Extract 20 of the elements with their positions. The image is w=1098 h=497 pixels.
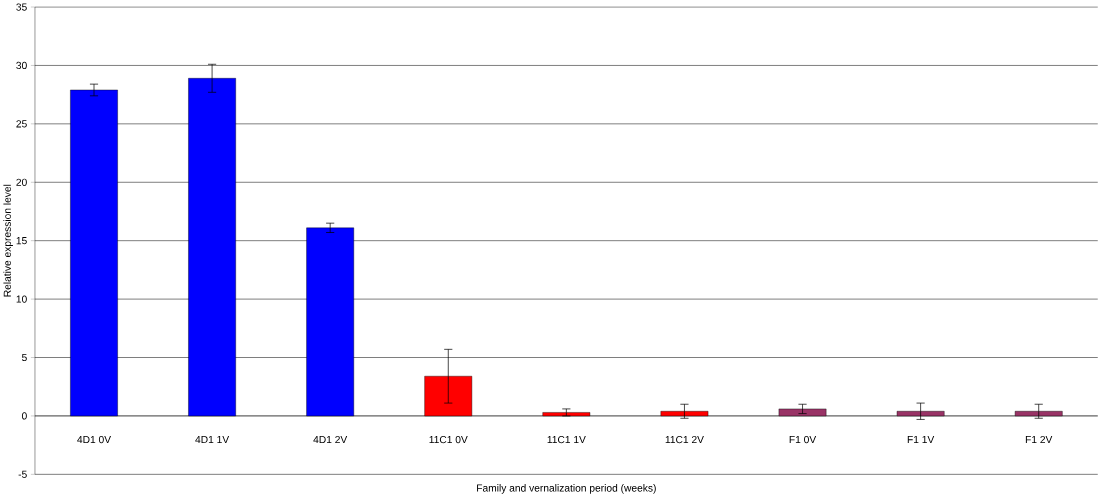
y-tick-label: 0 bbox=[21, 412, 27, 420]
x-tick-label: 4D1 2V bbox=[313, 435, 348, 444]
x-tick-label: F1 0V bbox=[789, 435, 817, 444]
y-tick-label: -5 bbox=[18, 470, 27, 478]
y-tick-label: 20 bbox=[16, 178, 27, 186]
y-tick-label: 30 bbox=[16, 61, 27, 70]
y-tick-label: 5 bbox=[21, 353, 27, 362]
x-tick-label: 11C1 1V bbox=[547, 435, 586, 444]
y-tick-label: 10 bbox=[16, 295, 27, 303]
x-tick-label: F1 2V bbox=[1025, 435, 1053, 444]
y-axis-title: Relative expression level bbox=[3, 184, 13, 297]
x-tick-label: F1 1V bbox=[907, 435, 935, 443]
x-axis-title: Family and vernalization period (weeks) bbox=[477, 484, 656, 494]
y-tick-label: 35 bbox=[16, 3, 27, 11]
y-tick-label: 25 bbox=[16, 120, 27, 128]
x-tick-label: 4D1 0V bbox=[77, 435, 112, 444]
y-tick-label: 15 bbox=[16, 237, 27, 245]
x-tick-label: 4D1 1V bbox=[195, 435, 230, 443]
x-tick-label: 11C1 2V bbox=[665, 435, 704, 444]
x-tick-label: 11C1 0V bbox=[429, 435, 468, 444]
